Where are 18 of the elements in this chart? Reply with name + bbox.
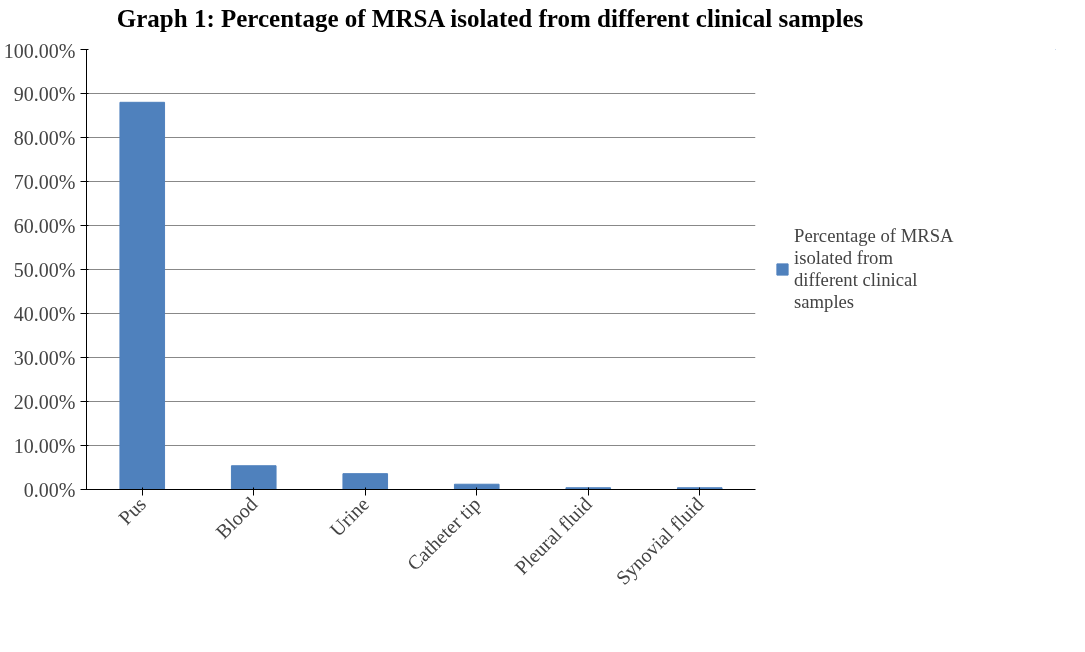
y-tick-label: 80.00% xyxy=(13,126,76,149)
y-tick-label: 100.00% xyxy=(3,39,76,62)
x-tick-label: Urine xyxy=(325,492,374,541)
y-tick-label: 60.00% xyxy=(13,214,76,237)
x-tick-label: Pus xyxy=(114,492,151,529)
y-tick-label: 50.00% xyxy=(13,258,76,281)
y-tick-label: 40.00% xyxy=(13,302,76,325)
chart-title: Graph 1: Percentage of MRSA isolated from different clinical samples xyxy=(116,5,864,34)
y-tick-label: 10.00% xyxy=(13,434,76,457)
y-tick-label: 70.00% xyxy=(13,170,76,193)
bar xyxy=(230,464,277,490)
bar xyxy=(342,472,389,490)
y-tick-label: 30.00% xyxy=(13,346,76,369)
y-tick-label: 0.00% xyxy=(23,478,76,501)
legend-label: Percentage of MRSA isolated from different clinical samples xyxy=(794,224,954,313)
y-tick-label: 90.00% xyxy=(13,82,76,105)
y-tick-label: 20.00% xyxy=(13,390,76,413)
bar xyxy=(119,101,166,490)
